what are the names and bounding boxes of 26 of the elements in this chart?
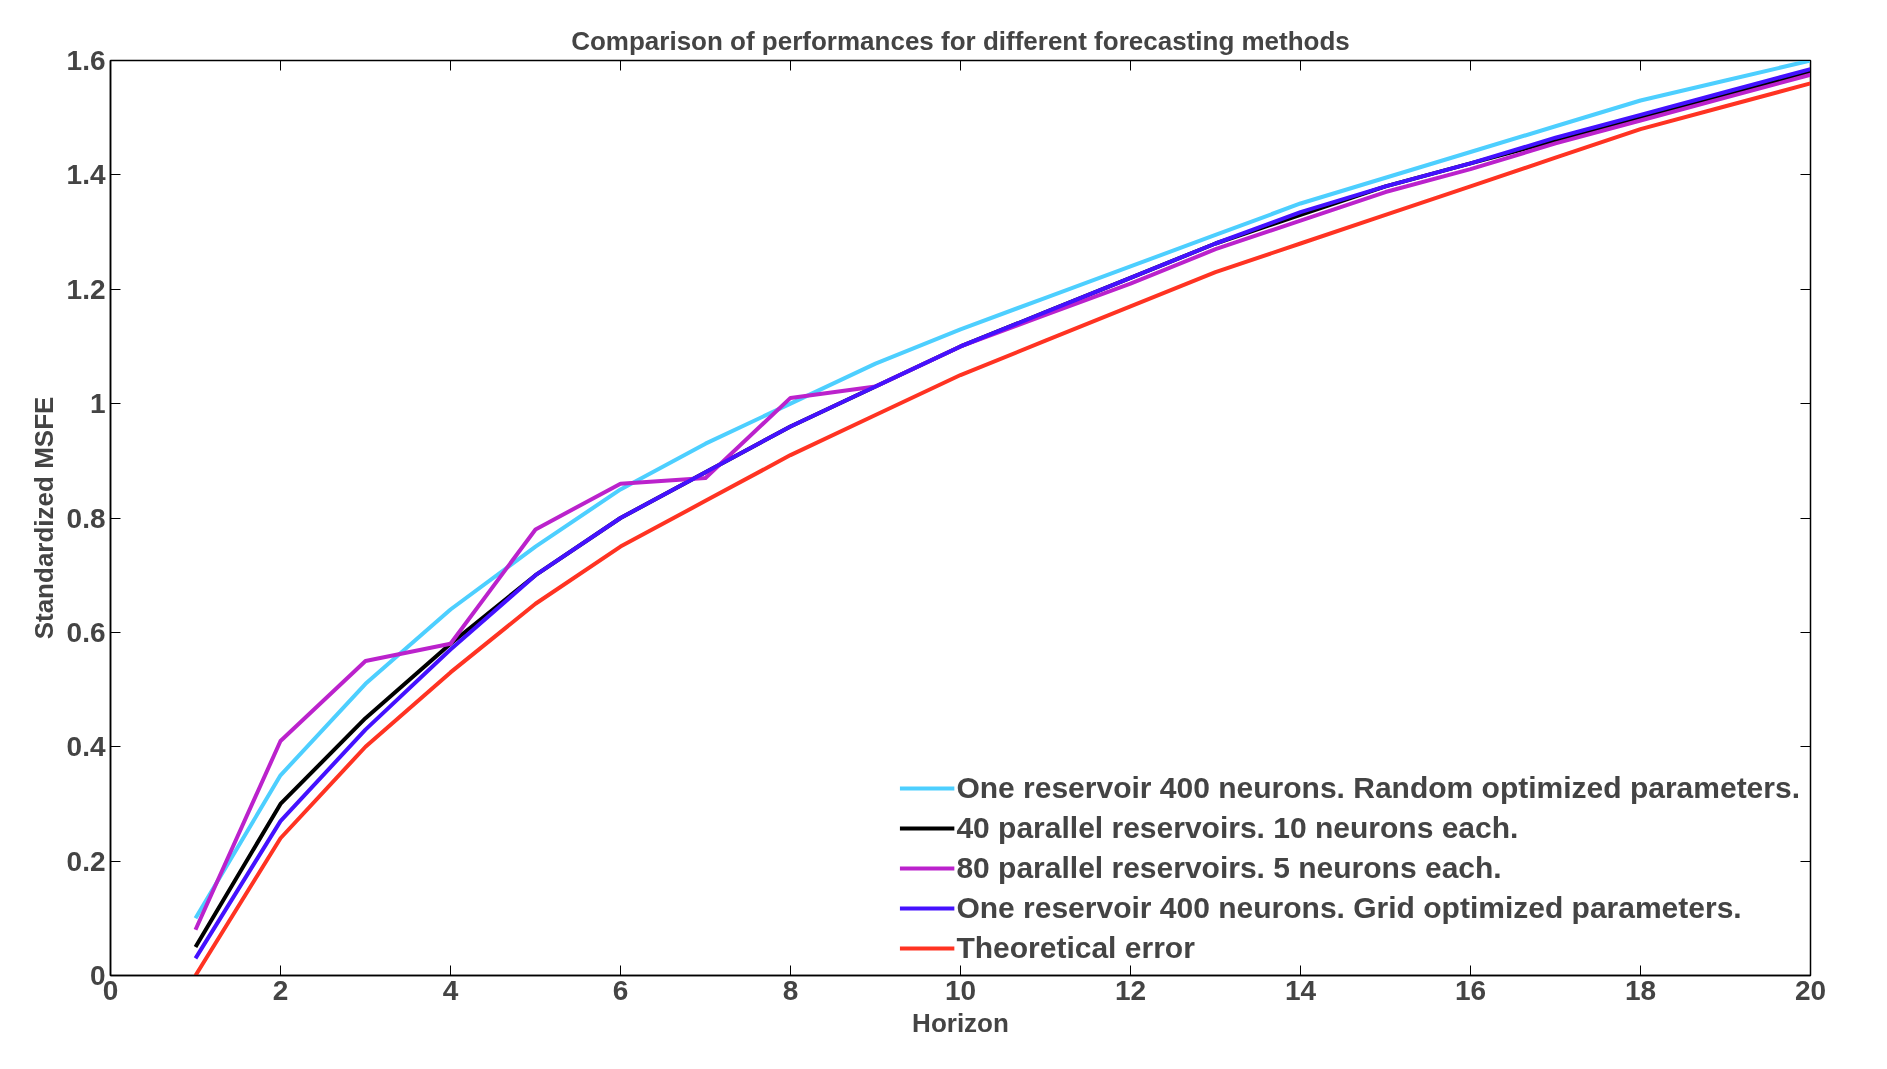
x-tick-label: 10 [944, 974, 977, 1006]
x-tick-label: 14 [1284, 974, 1317, 1006]
x-tick-label: 18 [1624, 974, 1657, 1006]
legend-label: 40 parallel reservoirs. 10 neurons each. [956, 811, 1519, 845]
x-tick-label: 6 [612, 974, 629, 1006]
y-tick-label: 1.2 [66, 273, 106, 305]
chart-title: Comparison of performances for different forecasting methods [571, 25, 1350, 56]
x-tick-label: 2 [272, 974, 289, 1006]
x-tick-label: 16 [1454, 974, 1487, 1006]
y-tick-label: 0.2 [66, 845, 106, 877]
legend-label: Theoretical error [956, 931, 1195, 965]
y-axis-title: Standardized MSFE [28, 396, 59, 640]
x-tick-label: 20 [1794, 974, 1827, 1006]
y-tick-label: 0.6 [66, 616, 106, 648]
legend-label: One reservoir 400 neurons. Random optimized parameters. [956, 771, 1800, 805]
legend-label: One reservoir 400 neurons. Grid optimized parameters. [956, 891, 1742, 925]
legend-label: 80 parallel reservoirs. 5 neurons each. [956, 851, 1502, 885]
y-tick-label: 1.6 [66, 45, 106, 76]
x-tick-label: 12 [1114, 974, 1147, 1006]
x-axis-title: Horizon [912, 1007, 1009, 1038]
y-tick-label: 1.4 [66, 159, 106, 191]
y-tick-label: 0.4 [66, 731, 106, 763]
y-tick-label: 1 [89, 388, 106, 420]
x-tick-label: 4 [442, 974, 459, 1006]
y-tick-label: 0.8 [66, 502, 106, 534]
x-tick-label: 8 [782, 974, 799, 1006]
